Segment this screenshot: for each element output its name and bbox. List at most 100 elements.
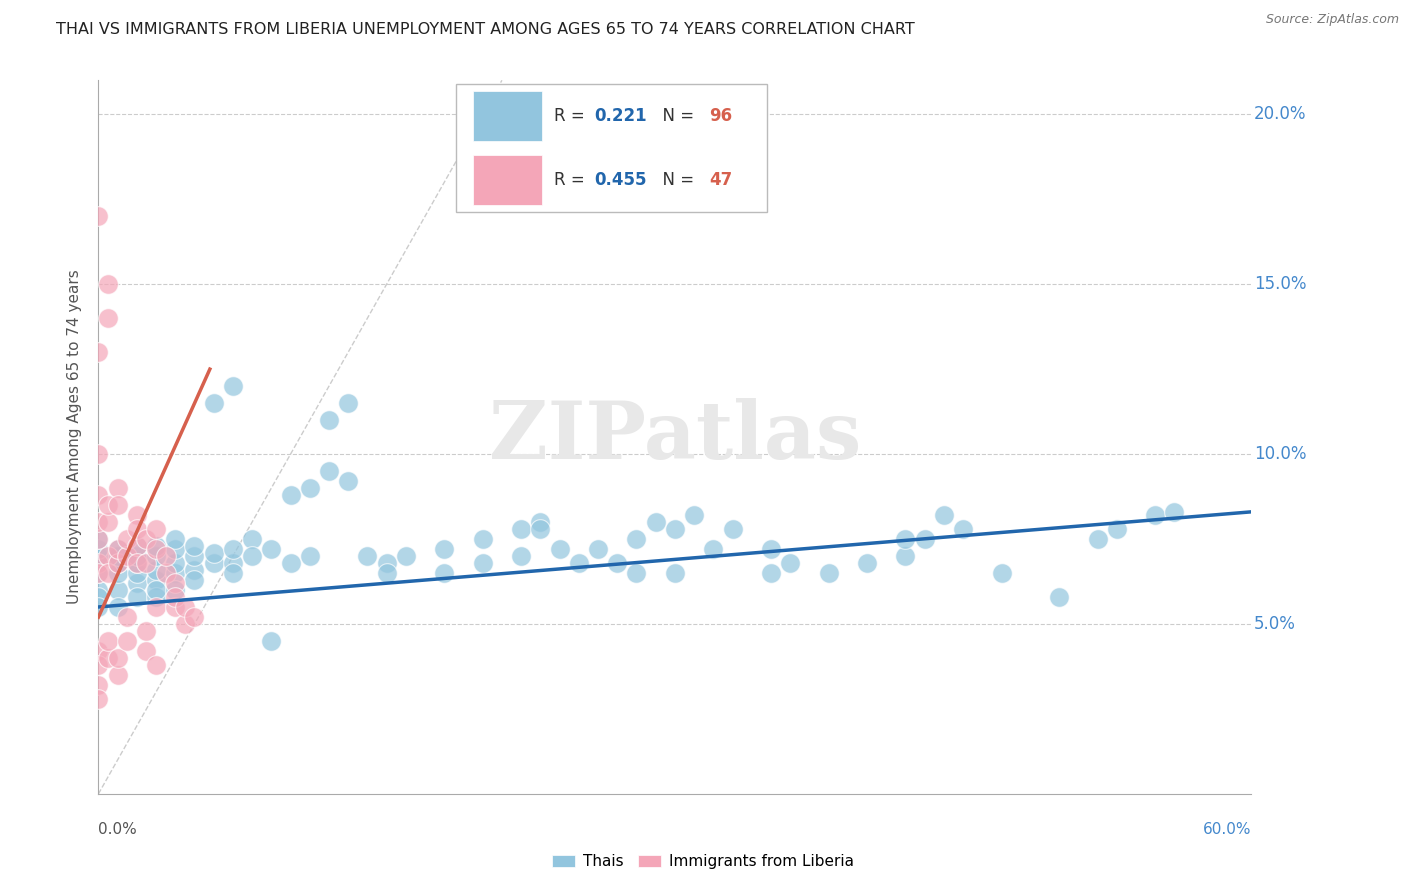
Point — [337, 475, 360, 489]
FancyBboxPatch shape — [456, 84, 768, 212]
Point — [87, 542, 110, 557]
Point — [260, 542, 283, 557]
Point — [626, 566, 648, 580]
Point — [87, 447, 110, 461]
Point — [471, 556, 494, 570]
Point — [97, 515, 120, 529]
Point — [606, 556, 628, 570]
Point — [87, 209, 110, 223]
Point — [135, 532, 157, 546]
Point — [87, 515, 110, 529]
Text: 0.0%: 0.0% — [98, 822, 138, 837]
Point — [183, 610, 205, 624]
Point — [165, 566, 187, 580]
Point — [145, 582, 167, 597]
Point — [97, 498, 120, 512]
Point — [107, 549, 129, 563]
Point — [548, 542, 571, 557]
Point — [240, 549, 263, 563]
Point — [183, 549, 205, 563]
Point — [337, 396, 360, 410]
Point — [644, 515, 666, 529]
Point — [117, 532, 138, 546]
Point — [529, 515, 551, 529]
Point — [125, 522, 148, 536]
Point — [155, 566, 177, 580]
Point — [586, 542, 609, 557]
Point — [107, 481, 129, 495]
Point — [87, 566, 110, 580]
Point — [97, 277, 120, 292]
Point — [318, 413, 340, 427]
Point — [222, 566, 245, 580]
Point — [222, 379, 245, 393]
Point — [165, 590, 187, 604]
Point — [107, 556, 129, 570]
Text: N =: N = — [652, 171, 699, 189]
Point — [165, 599, 187, 614]
Text: 10.0%: 10.0% — [1254, 445, 1306, 463]
Text: 20.0%: 20.0% — [1254, 105, 1306, 123]
Point — [202, 396, 225, 410]
Point — [87, 691, 110, 706]
Point — [107, 599, 129, 614]
Point — [87, 644, 110, 658]
Point — [952, 522, 974, 536]
Point — [125, 566, 148, 580]
Point — [145, 657, 167, 672]
Point — [145, 563, 167, 577]
Point — [145, 522, 167, 536]
Point — [1144, 508, 1167, 523]
Point — [222, 556, 245, 570]
Point — [145, 549, 167, 563]
Point — [375, 566, 398, 580]
Point — [107, 668, 129, 682]
Point — [165, 556, 187, 570]
Point — [202, 556, 225, 570]
Point — [97, 311, 120, 326]
Point — [165, 582, 187, 597]
Point — [87, 556, 110, 570]
Point — [145, 590, 167, 604]
Point — [280, 556, 302, 570]
Point — [107, 556, 129, 570]
FancyBboxPatch shape — [472, 91, 543, 141]
Point — [260, 634, 283, 648]
Text: 0.221: 0.221 — [595, 107, 647, 125]
Text: 47: 47 — [710, 171, 733, 189]
Point — [97, 566, 120, 580]
Point — [125, 556, 148, 570]
Point — [87, 678, 110, 692]
Point — [107, 582, 129, 597]
Point — [683, 508, 706, 523]
Point — [433, 542, 456, 557]
Point — [135, 644, 157, 658]
Point — [1105, 522, 1128, 536]
Point — [107, 542, 129, 557]
Point — [125, 576, 148, 591]
Point — [117, 549, 138, 563]
Point — [664, 522, 686, 536]
FancyBboxPatch shape — [472, 155, 543, 205]
Point — [107, 566, 129, 580]
Point — [568, 556, 591, 570]
Text: 15.0%: 15.0% — [1254, 275, 1306, 293]
Point — [202, 546, 225, 560]
Text: N =: N = — [652, 107, 699, 125]
Legend: Thais, Immigrants from Liberia: Thais, Immigrants from Liberia — [546, 848, 860, 875]
Point — [1047, 590, 1070, 604]
Point — [125, 590, 148, 604]
Point — [97, 634, 120, 648]
Point — [433, 566, 456, 580]
Point — [125, 508, 148, 523]
Point — [375, 556, 398, 570]
Point — [990, 566, 1012, 580]
Point — [87, 488, 110, 502]
Point — [529, 522, 551, 536]
Point — [97, 651, 120, 665]
Point — [125, 539, 148, 553]
Point — [471, 532, 494, 546]
Point — [87, 345, 110, 359]
Point — [87, 549, 110, 563]
Point — [626, 532, 648, 546]
